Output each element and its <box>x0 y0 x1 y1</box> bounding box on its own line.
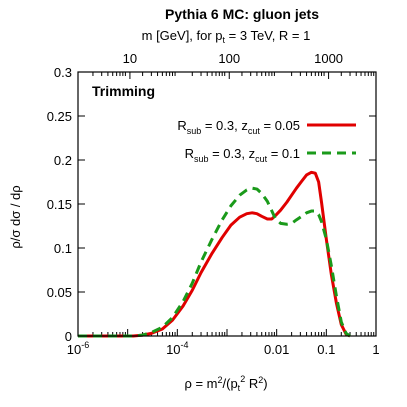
x-axis-label-sub: t <box>238 383 241 393</box>
top-axis-tick-label: 1000 <box>314 51 343 66</box>
x-tick-label-base: 10 <box>166 342 180 357</box>
legend-label-sub: cut <box>255 154 268 164</box>
x-tick-label: 0.01 <box>264 342 289 357</box>
legend-label-part: R <box>185 146 194 161</box>
legend-label-2: Rsub = 0.3, zcut = 0.1 <box>185 146 300 164</box>
y-tick-label: 0.25 <box>47 109 72 124</box>
y-tick-label: 0.3 <box>54 65 72 80</box>
x-tick-label: 1 <box>372 342 379 357</box>
legend-label-part: = 0.3, z <box>201 118 248 133</box>
plot-frame <box>77 71 377 337</box>
x-axis-label-part: R <box>245 376 258 391</box>
x-tick-label: 10-4 <box>166 340 188 357</box>
y-tick-label: 0.05 <box>47 285 72 300</box>
x-axis-label: ρ = m2/(pt2 R2) <box>184 374 267 393</box>
legend-label-part: = 0.05 <box>260 118 300 133</box>
series-line-2 <box>78 186 351 338</box>
legend-label-part: = 0.3, z <box>208 146 255 161</box>
x-tick-label-base: 0.1 <box>317 342 335 357</box>
legend-label-sub: sub <box>194 154 209 164</box>
x-tick-label-base: 0.01 <box>264 342 289 357</box>
x-tick-label-exp: -4 <box>181 340 189 350</box>
x-tick-label-exp: -6 <box>81 340 89 350</box>
top-axis-tick-label: 100 <box>218 51 240 66</box>
legend-label-sub: cut <box>248 126 261 136</box>
y-tick-label: 0.1 <box>54 241 72 256</box>
top-axis-label-part: = 3 TeV, R = 1 <box>225 28 310 43</box>
annotation-trimming: Trimming <box>92 83 155 99</box>
y-tick-label: 0 <box>65 329 72 344</box>
top-axis-label-sub: t <box>223 35 226 45</box>
x-axis-label-sup: 2 <box>240 374 245 384</box>
legend-label-part: R <box>177 118 186 133</box>
x-tick-label-base: 10 <box>67 342 81 357</box>
x-axis-label-part: ρ = m <box>184 376 217 391</box>
x-axis-label-part: /(p <box>223 376 238 391</box>
x-tick-label: 10-6 <box>67 340 89 357</box>
x-axis-label-part: ) <box>263 376 267 391</box>
y-tick-label: 0.2 <box>54 153 72 168</box>
y-axis-label: ρ/σ dσ / dρ <box>8 185 23 248</box>
x-axis-label-sup: 2 <box>217 375 222 385</box>
x-tick-label-base: 1 <box>372 342 379 357</box>
y-tick-label: 0.15 <box>47 197 72 212</box>
chart-title: Pythia 6 MC: gluon jets <box>165 6 319 22</box>
x-axis-label-sup: 2 <box>258 375 263 385</box>
x-tick-label: 0.1 <box>317 342 335 357</box>
series-line-1 <box>78 170 351 338</box>
top-axis-label-part: m [GeV], for p <box>142 28 223 43</box>
legend-label-1: Rsub = 0.3, zcut = 0.05 <box>177 118 300 136</box>
top-axis-tick-label: 10 <box>123 51 137 66</box>
legend-label-sub: sub <box>187 126 202 136</box>
legend-label-part: = 0.1 <box>267 146 300 161</box>
top-axis-label: m [GeV], for pt = 3 TeV, R = 1 <box>142 28 311 45</box>
